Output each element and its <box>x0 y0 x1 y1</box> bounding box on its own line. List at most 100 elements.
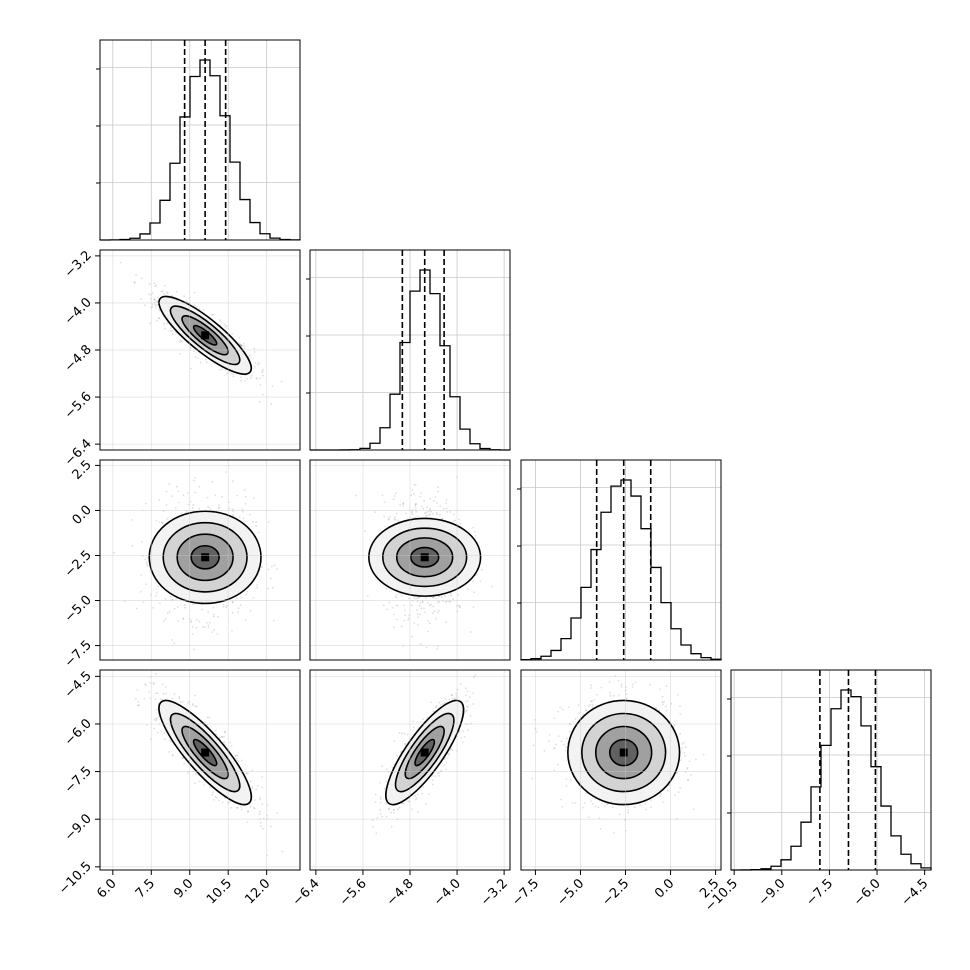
sample-point <box>472 606 475 608</box>
sample-point <box>680 747 683 749</box>
sample-point <box>208 716 211 719</box>
sample-point <box>157 585 160 588</box>
sample-point <box>472 692 475 695</box>
sample-point <box>386 768 388 771</box>
sample-point <box>379 781 381 784</box>
sample-point <box>135 698 137 700</box>
sample-point <box>393 518 396 520</box>
sample-point <box>476 573 479 576</box>
sample-point <box>165 504 168 506</box>
sample-point <box>383 787 386 790</box>
sample-point <box>145 583 148 586</box>
sample-point <box>216 797 218 799</box>
sample-point <box>412 726 415 729</box>
sample-point <box>131 544 134 547</box>
sample-point <box>155 708 158 711</box>
sample-point <box>183 762 186 765</box>
sample-point <box>655 707 657 709</box>
sample-point <box>436 601 439 604</box>
sample-point <box>183 604 186 607</box>
sample-point <box>449 748 452 751</box>
sample-point <box>218 319 221 321</box>
sample-point <box>280 380 283 383</box>
sample-point <box>173 607 176 610</box>
sample-point <box>472 580 475 583</box>
sample-point <box>163 732 166 735</box>
sample-point <box>411 635 414 638</box>
sample-point <box>153 727 156 730</box>
sample-point <box>175 290 178 293</box>
sample-point <box>261 393 264 396</box>
hist-panel-1 <box>96 39 301 241</box>
density-peak <box>420 748 429 757</box>
sample-point <box>207 611 210 613</box>
sample-point <box>395 596 398 599</box>
sample-point <box>238 337 241 339</box>
sample-point <box>240 344 243 347</box>
sample-point <box>393 516 396 518</box>
sample-point <box>249 805 252 808</box>
sample-point <box>196 357 199 359</box>
sample-point <box>451 749 454 752</box>
sample-point <box>443 758 446 761</box>
sample-point <box>240 596 243 599</box>
sample-point <box>383 501 386 504</box>
sample-point <box>180 340 183 343</box>
sample-point <box>169 596 172 598</box>
sample-point <box>408 617 410 620</box>
sample-point <box>458 604 460 607</box>
sample-point <box>224 325 227 328</box>
sample-point <box>184 606 186 609</box>
sample-point <box>166 517 169 520</box>
sample-point <box>153 297 156 300</box>
scatter-panel-2-1 <box>95 249 301 451</box>
sample-point <box>411 510 413 513</box>
sample-point <box>237 611 239 614</box>
sample-point <box>156 319 158 322</box>
sample-point <box>235 597 238 599</box>
sample-point <box>168 483 171 486</box>
sample-point <box>419 643 422 646</box>
sample-point <box>439 505 442 507</box>
sample-point <box>446 757 449 760</box>
sample-point <box>213 628 216 631</box>
sample-point <box>166 612 169 615</box>
sample-point <box>210 314 213 316</box>
sample-point <box>187 503 190 506</box>
sample-point <box>381 494 384 497</box>
sample-point <box>390 811 393 814</box>
sample-point <box>434 496 437 498</box>
sample-point <box>255 788 258 791</box>
sample-point <box>154 285 157 287</box>
sample-point <box>194 782 196 785</box>
sample-point <box>459 522 462 525</box>
sample-point <box>192 479 195 482</box>
sample-point <box>135 607 138 610</box>
sample-point <box>228 507 231 510</box>
sample-point <box>243 345 245 348</box>
sample-point <box>137 704 140 707</box>
sample-point <box>261 776 264 778</box>
sample-point <box>231 513 234 516</box>
sample-point <box>425 511 428 514</box>
sample-point <box>683 741 685 744</box>
sample-point <box>236 757 238 760</box>
sample-point <box>228 370 231 373</box>
sample-point <box>250 377 252 379</box>
sample-point <box>153 282 156 285</box>
sample-point <box>201 603 203 606</box>
sample-point <box>164 598 167 600</box>
sample-point <box>431 513 434 515</box>
sample-point <box>222 605 225 608</box>
sample-point <box>450 747 452 750</box>
sample-point <box>609 694 612 697</box>
sample-point <box>137 704 140 707</box>
sample-point <box>149 697 152 699</box>
sample-point <box>462 730 464 732</box>
sample-point <box>154 299 157 302</box>
sample-point <box>421 792 424 795</box>
sample-point <box>181 700 184 703</box>
sample-point <box>451 697 454 700</box>
sample-point <box>676 772 678 774</box>
